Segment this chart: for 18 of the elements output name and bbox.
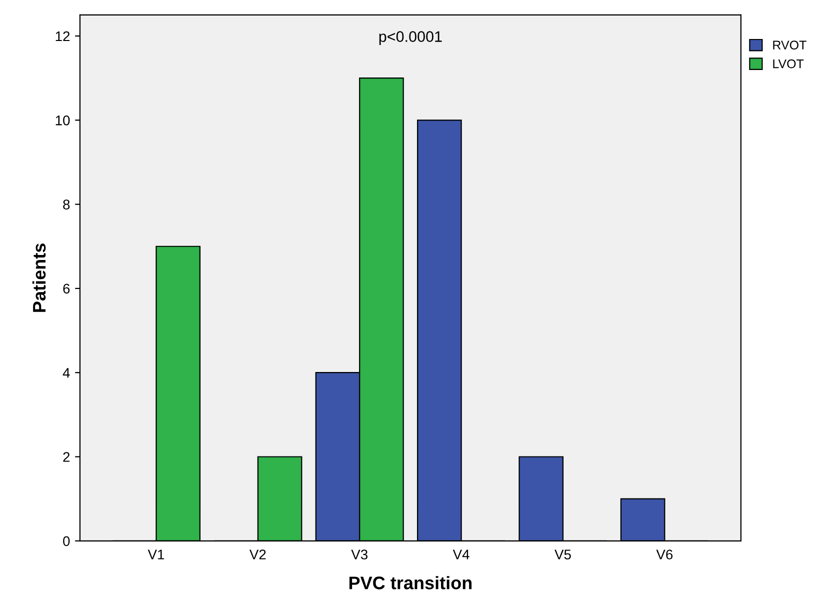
y-tick-label: 2 (63, 452, 70, 462)
y-tick-label: 0 (63, 536, 70, 546)
legend-label: LVOT (773, 59, 804, 68)
x-axis-title: PVC transition (349, 576, 472, 590)
y-tick-label: 12 (56, 31, 70, 42)
legend-label: RVOT (773, 40, 806, 50)
annotation: p<0.0001 (379, 31, 442, 45)
y-tick-label: 4 (62, 368, 70, 378)
x-tick-label: V4 (452, 550, 470, 560)
x-tick-label: V1 (148, 550, 164, 560)
x-tick-label: V6 (656, 550, 673, 560)
y-tick-label: 6 (63, 284, 70, 294)
y-axis-title: Patients (32, 244, 46, 312)
x-tick-label: V3 (351, 550, 368, 560)
x-tick-label: V2 (249, 550, 266, 560)
y-tick-label: 10 (56, 115, 70, 126)
y-tick-label: 8 (63, 200, 70, 210)
x-tick-label: V5 (554, 550, 571, 560)
